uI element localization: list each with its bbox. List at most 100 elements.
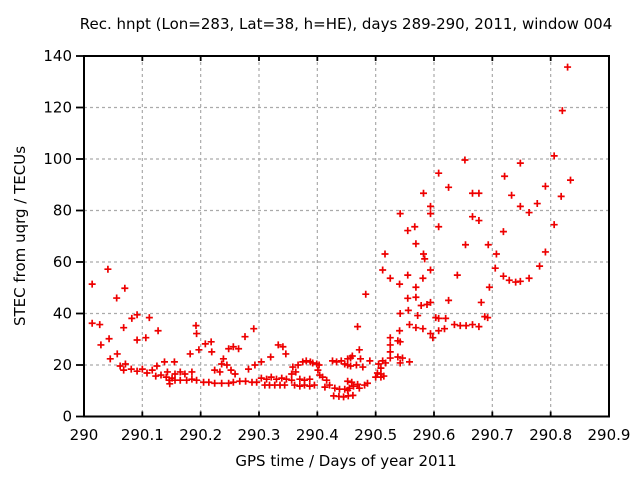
data-point-marker	[152, 372, 160, 380]
data-point-marker	[281, 381, 289, 389]
data-point-marker	[516, 202, 524, 210]
x-tick-label: 290.2	[179, 426, 222, 444]
data-point-marker	[404, 306, 412, 314]
data-point-marker	[445, 296, 453, 304]
data-point-marker	[153, 362, 161, 370]
data-point-marker	[386, 334, 394, 342]
data-point-marker	[427, 202, 434, 210]
data-point-marker	[461, 156, 469, 164]
data-point-marker	[301, 381, 308, 389]
data-point-marker	[404, 271, 412, 279]
x-tick-label: 290.9	[588, 426, 631, 444]
data-point-marker	[441, 325, 448, 333]
data-point-marker	[302, 357, 310, 365]
data-point-marker	[299, 358, 307, 366]
data-point-marker	[133, 336, 141, 344]
data-point-marker	[326, 381, 334, 389]
data-point-marker	[263, 375, 271, 383]
data-point-marker	[289, 363, 297, 371]
data-point-marker	[193, 376, 201, 384]
data-point-marker	[381, 250, 389, 258]
data-point-marker	[195, 346, 203, 354]
data-point-marker	[181, 370, 189, 378]
data-point-marker	[120, 324, 128, 332]
data-point-marker	[469, 189, 476, 197]
data-point-marker	[396, 327, 404, 335]
data-point-marker	[138, 365, 146, 373]
data-point-marker	[242, 377, 250, 385]
data-point-marker	[121, 360, 129, 368]
data-point-marker	[121, 284, 129, 292]
data-point-marker	[145, 314, 153, 322]
data-point-marker	[419, 274, 427, 282]
data-point-marker	[394, 353, 402, 361]
data-point-marker	[485, 283, 493, 291]
data-point-marker	[176, 368, 184, 376]
data-point-marker	[445, 183, 453, 191]
data-point-marker	[420, 250, 427, 258]
y-tick-label: 140	[43, 47, 72, 65]
data-point-marker	[282, 375, 290, 383]
data-point-marker	[205, 378, 213, 386]
data-point-marker	[412, 240, 420, 248]
data-point-marker	[241, 333, 249, 341]
data-point-marker	[323, 376, 331, 384]
data-point-marker	[377, 364, 385, 372]
data-point-marker	[257, 374, 265, 382]
data-point-marker	[491, 264, 499, 272]
plot-border-rect	[83, 55, 610, 418]
data-point-marker	[399, 354, 406, 362]
y-tick-label: 40	[53, 305, 72, 323]
data-point-marker	[96, 321, 104, 329]
data-point-marker	[127, 365, 135, 373]
data-point-marker	[188, 368, 196, 376]
x-tick-label: 290.3	[238, 426, 281, 444]
data-point-marker	[375, 360, 383, 368]
data-point-marker	[567, 176, 574, 184]
data-point-marker	[462, 241, 469, 249]
data-point-marker	[186, 350, 194, 358]
data-point-marker	[292, 368, 300, 376]
data-point-marker	[421, 255, 429, 263]
data-point-marker	[142, 334, 150, 342]
data-point-marker	[349, 391, 357, 399]
data-point-marker	[406, 358, 413, 366]
x-tick-label: 290.7	[471, 426, 514, 444]
data-point-marker	[279, 343, 287, 351]
data-point-marker	[245, 365, 252, 373]
data-point-marker	[288, 376, 296, 384]
data-point-marker	[97, 341, 105, 349]
data-point-marker	[333, 358, 341, 366]
data-point-marker	[373, 369, 381, 377]
data-point-marker	[475, 217, 483, 225]
data-point-marker	[536, 262, 544, 270]
data-point-marker	[105, 335, 113, 343]
x-axis-label: GPS time / Days of year 2011	[235, 452, 456, 470]
data-point-marker	[435, 327, 443, 335]
data-point-marker	[225, 345, 233, 353]
data-point-marker	[508, 191, 516, 199]
data-point-marker	[396, 359, 404, 367]
x-tick-label: 290.8	[529, 426, 572, 444]
data-point-marker	[435, 169, 443, 177]
data-point-marker	[106, 355, 114, 363]
y-tick-label: 80	[53, 202, 72, 220]
data-point-marker	[345, 384, 353, 392]
data-point-marker	[355, 346, 363, 354]
data-point-marker	[161, 358, 168, 366]
data-point-marker	[412, 283, 420, 291]
data-point-marker	[231, 370, 239, 378]
data-point-marker	[412, 293, 420, 301]
data-point-marker	[347, 362, 355, 370]
data-point-marker	[274, 341, 282, 349]
data-point-marker	[294, 361, 302, 369]
data-point-marker	[414, 312, 422, 320]
data-point-marker	[382, 359, 390, 367]
data-point-marker	[157, 371, 165, 379]
data-point-marker	[477, 298, 485, 306]
plot-border	[83, 55, 610, 418]
data-point-marker	[133, 311, 141, 319]
data-point-marker	[359, 363, 367, 371]
data-point-marker	[201, 340, 209, 348]
